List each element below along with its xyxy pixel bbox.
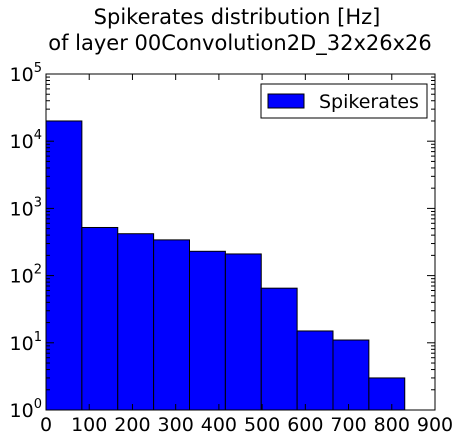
- histogram-bar-4: [188, 250, 226, 411]
- x-tick-label: 900: [417, 414, 453, 436]
- histogram-bars: [45, 120, 406, 411]
- histogram-bar-6: [260, 287, 298, 411]
- histogram-bar-5: [224, 253, 262, 411]
- x-tick-label: 800: [374, 414, 410, 436]
- y-tick-label: 103: [10, 195, 42, 220]
- chart-title-line-2: of layer 00Convolution2D_32x26x26: [48, 31, 432, 56]
- x-tick-label: 100: [71, 414, 107, 436]
- x-tick-label: 200: [114, 414, 150, 436]
- histogram-bar-2: [117, 233, 155, 411]
- histogram-bar-1: [81, 226, 119, 411]
- x-tick-label: 500: [244, 414, 280, 436]
- x-tick-label: 400: [201, 414, 237, 436]
- legend: Spikerates: [260, 83, 428, 119]
- x-tick-label: 700: [330, 414, 366, 436]
- y-tick-label: 105: [10, 61, 42, 86]
- axis-ticks: 0 100 200 300 400 500 600 700 800 900100101102103…: [10, 61, 454, 436]
- x-tick-label: 0: [40, 414, 52, 436]
- histogram-bar-9: [368, 377, 406, 411]
- y-tick-label: 101: [10, 330, 42, 355]
- histogram-bar-3: [153, 239, 190, 411]
- legend-label-spikerates: Spikerates: [319, 91, 419, 113]
- histogram-bar-8: [332, 339, 370, 411]
- legend-swatch-spikerates: [267, 93, 305, 109]
- y-tick-label: 104: [10, 128, 42, 153]
- y-tick-label: 102: [10, 263, 42, 288]
- histogram-bar-0: [45, 120, 83, 411]
- histogram-bar-7: [296, 330, 334, 411]
- x-tick-label: 300: [158, 414, 194, 436]
- x-tick-label: 600: [287, 414, 323, 436]
- y-tick-label: 100: [10, 397, 42, 422]
- plot-area-frame: [45, 73, 436, 411]
- chart-title-line-1: Spikerates distribution [Hz]: [94, 5, 381, 29]
